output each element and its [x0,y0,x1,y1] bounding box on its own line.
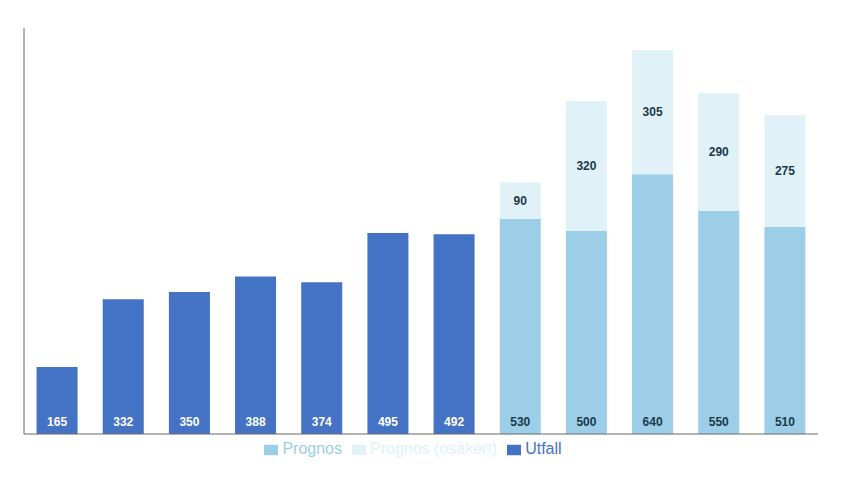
svg-text:305: 305 [643,105,663,119]
svg-text:500: 500 [576,415,596,429]
svg-text:492: 492 [444,415,464,429]
svg-text:320: 320 [576,159,596,173]
svg-text:510: 510 [775,415,795,429]
svg-text:290: 290 [709,145,729,159]
svg-text:388: 388 [246,415,266,429]
svg-text:275: 275 [775,164,795,178]
svg-text:165: 165 [47,415,67,429]
svg-text:550: 550 [709,415,729,429]
svg-text:332: 332 [113,415,133,429]
html-text:Prognos: Prognos [282,440,342,457]
html-text:Prognos (osäkert): Prognos (osäkert) [370,440,498,457]
svg-text:495: 495 [378,415,398,429]
svg-text:640: 640 [643,415,663,429]
svg-text:530: 530 [510,415,530,429]
svg-text:90: 90 [514,194,528,208]
html-text:Utfall: Utfall [525,440,562,457]
svg-text:350: 350 [179,415,199,429]
svg-text:374: 374 [312,415,332,429]
